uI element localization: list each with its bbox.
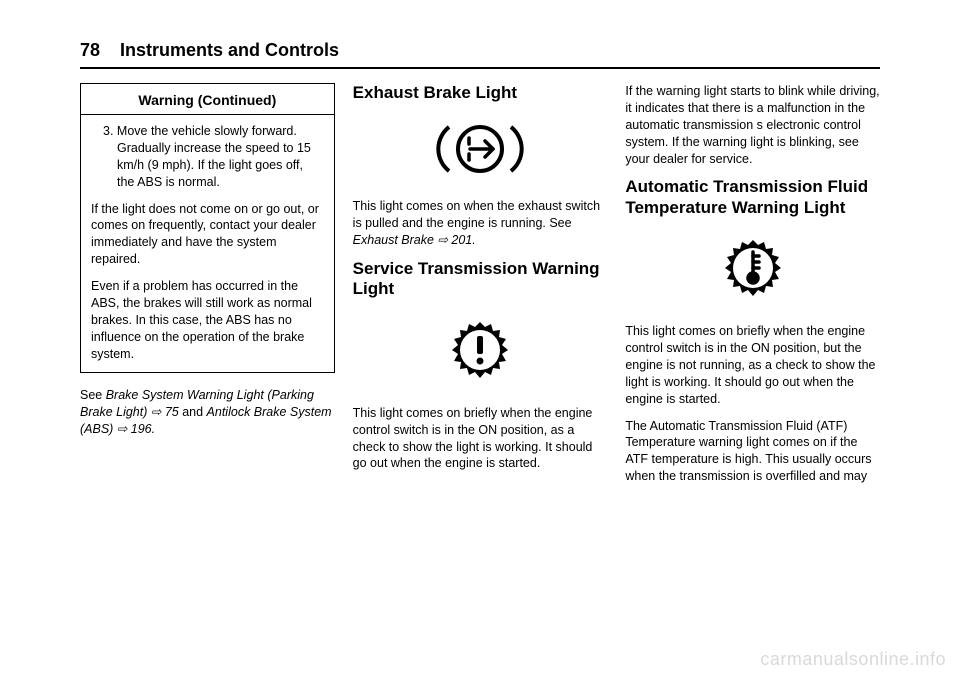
- see-reference: See Brake System Warning Light (Parking …: [80, 387, 335, 438]
- ref-title: Exhaust Brake: [353, 233, 434, 247]
- manual-page: 78 Instruments and Controls Warning (Con…: [80, 40, 880, 640]
- paragraph: This light comes on when the exhaust swi…: [353, 198, 608, 249]
- heading-atf-warning: Automatic Transmission Fluid Temperature…: [625, 177, 880, 218]
- section-title: Instruments and Controls: [120, 40, 339, 61]
- service-transmission-icon: [353, 316, 608, 391]
- heading-service-transmission: Service Transmission Warning Light: [353, 259, 608, 300]
- warning-box: Warning (Continued) 3. Move the vehicle …: [80, 83, 335, 373]
- paragraph: This light comes on briefly when the eng…: [353, 405, 608, 473]
- list-text: Move the vehicle slowly forward. Gradual…: [117, 124, 311, 189]
- paragraph: This light comes on briefly when the eng…: [625, 323, 880, 407]
- ref-link: ⇨ 201.: [434, 233, 476, 247]
- warning-list-item: 3. Move the vehicle slowly forward. Grad…: [91, 123, 324, 191]
- paragraph: If the warning light starts to blink whi…: [625, 83, 880, 167]
- page-number: 78: [80, 40, 100, 61]
- paragraph: The Automatic Transmission Fluid (ATF) T…: [625, 418, 880, 486]
- watermark: carmanualsonline.info: [760, 649, 946, 670]
- column-3: If the warning light starts to blink whi…: [625, 83, 880, 495]
- content-columns: Warning (Continued) 3. Move the vehicle …: [80, 83, 880, 495]
- page-header: 78 Instruments and Controls: [80, 40, 880, 69]
- column-1: Warning (Continued) 3. Move the vehicle …: [80, 83, 335, 495]
- warning-paragraph: If the light does not come on or go out,…: [91, 201, 324, 269]
- ref-link: ⇨ 75: [147, 405, 178, 419]
- ref-link: ⇨ 196.: [113, 422, 155, 436]
- heading-exhaust-brake: Exhaust Brake Light: [353, 83, 608, 103]
- see-prefix: See: [80, 388, 106, 402]
- list-number: 3.: [103, 124, 113, 138]
- exhaust-brake-icon: [353, 119, 608, 184]
- warning-paragraph: Even if a problem has occurred in the AB…: [91, 278, 324, 362]
- text: This light comes on when the exhaust swi…: [353, 199, 600, 230]
- atf-temp-icon: [625, 234, 880, 309]
- column-2: Exhaust Brake Light: [353, 83, 608, 495]
- see-and: and: [179, 405, 207, 419]
- warning-heading: Warning (Continued): [81, 84, 334, 115]
